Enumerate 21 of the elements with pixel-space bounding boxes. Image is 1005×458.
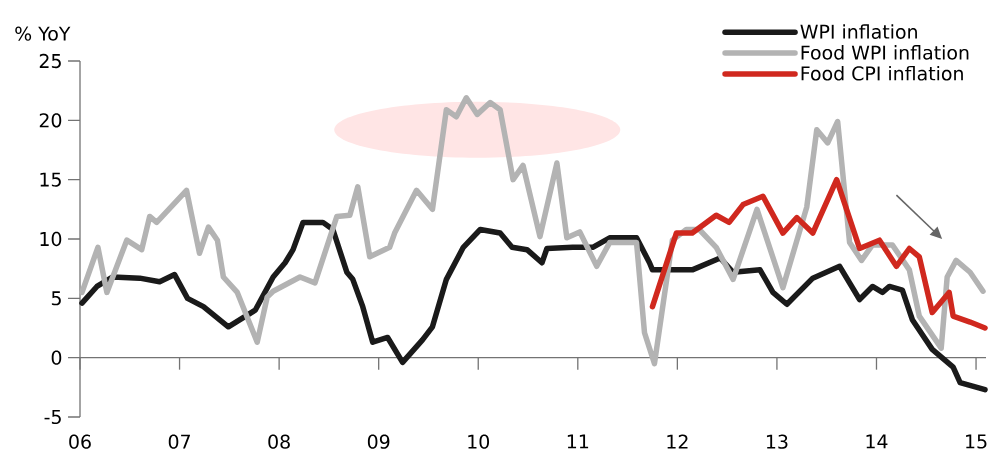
y-tick-label: 15	[40, 172, 61, 187]
legend-label: Food CPI inflation	[801, 65, 963, 81]
x-tick-label: 15	[966, 434, 987, 449]
x-tick-label: 09	[367, 434, 390, 449]
x-tick-label: 14	[866, 434, 888, 449]
x-tick-label: 07	[168, 434, 190, 449]
y-tick-label: 10	[40, 231, 62, 247]
y-axis-title: % YoY	[15, 26, 71, 41]
legend-label: Food WPI inflation	[801, 45, 969, 60]
y-tick-label: 25	[39, 53, 61, 69]
y-tick-label: 5	[51, 291, 61, 306]
y-tick-label: -5	[44, 409, 61, 425]
x-tick-label: 13	[766, 434, 788, 449]
x-tick-label: 08	[268, 434, 290, 449]
y-tick-label: 20	[39, 113, 62, 128]
legend-label: WPI inflation	[800, 24, 917, 39]
x-tick-label: 10	[468, 434, 490, 449]
y-tick-label: 0	[51, 350, 62, 365]
x-tick-label: 06	[69, 434, 91, 449]
x-tick-label: 11	[567, 434, 589, 449]
x-tick-label: 12	[667, 434, 688, 449]
